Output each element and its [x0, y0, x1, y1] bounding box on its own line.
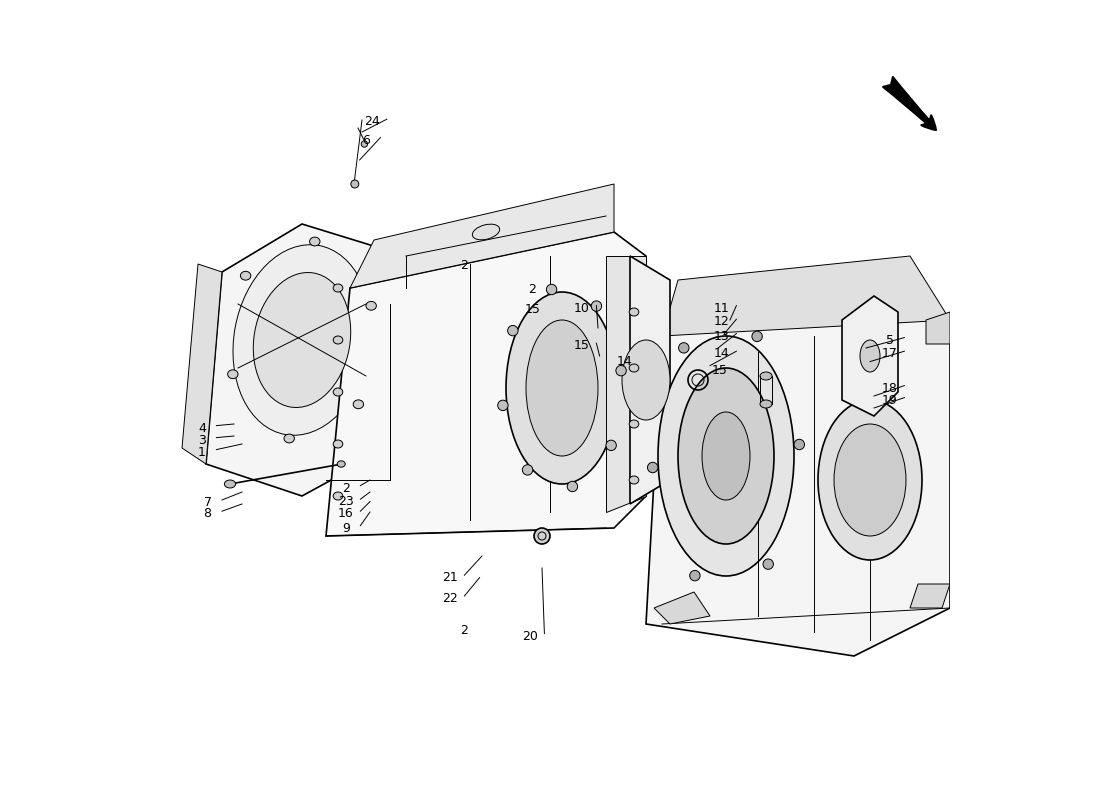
- Ellipse shape: [629, 364, 639, 372]
- Ellipse shape: [752, 331, 762, 342]
- Polygon shape: [350, 184, 614, 288]
- Ellipse shape: [353, 400, 364, 409]
- Text: 1: 1: [198, 446, 206, 458]
- Ellipse shape: [333, 440, 343, 448]
- Ellipse shape: [679, 342, 689, 353]
- Ellipse shape: [648, 462, 658, 473]
- Text: 10: 10: [574, 302, 590, 314]
- Text: 3: 3: [198, 434, 206, 446]
- Text: 8: 8: [204, 507, 211, 520]
- Ellipse shape: [658, 336, 794, 576]
- Text: 2: 2: [460, 624, 467, 637]
- Text: 19: 19: [882, 394, 898, 406]
- Ellipse shape: [333, 284, 343, 292]
- Polygon shape: [606, 256, 646, 512]
- Text: 11: 11: [714, 302, 730, 314]
- Ellipse shape: [606, 440, 616, 450]
- Ellipse shape: [702, 412, 750, 500]
- Ellipse shape: [629, 476, 639, 484]
- Text: 4: 4: [198, 422, 206, 434]
- Ellipse shape: [351, 180, 359, 188]
- Text: 16: 16: [338, 507, 354, 520]
- Ellipse shape: [860, 340, 880, 372]
- Ellipse shape: [228, 370, 238, 378]
- Ellipse shape: [224, 480, 235, 488]
- Ellipse shape: [508, 326, 518, 336]
- Ellipse shape: [366, 302, 376, 310]
- Ellipse shape: [233, 245, 371, 435]
- Text: 14: 14: [616, 355, 632, 368]
- Ellipse shape: [547, 284, 557, 294]
- Text: 15: 15: [525, 303, 540, 316]
- Ellipse shape: [526, 320, 598, 456]
- Text: 14: 14: [714, 347, 730, 360]
- Ellipse shape: [568, 482, 578, 492]
- Ellipse shape: [241, 271, 251, 280]
- Text: 15: 15: [712, 364, 727, 377]
- Text: 2: 2: [342, 482, 350, 494]
- Ellipse shape: [760, 400, 772, 408]
- Text: 15: 15: [574, 339, 590, 352]
- Text: 5: 5: [886, 334, 894, 346]
- Ellipse shape: [621, 340, 670, 420]
- Ellipse shape: [794, 439, 804, 450]
- Ellipse shape: [338, 461, 345, 467]
- Ellipse shape: [629, 420, 639, 428]
- Ellipse shape: [690, 570, 700, 581]
- Ellipse shape: [506, 292, 618, 484]
- Ellipse shape: [253, 273, 351, 407]
- Ellipse shape: [818, 400, 922, 560]
- Text: 20: 20: [522, 630, 538, 642]
- Ellipse shape: [591, 301, 602, 311]
- Polygon shape: [630, 256, 670, 504]
- Text: 23: 23: [338, 495, 354, 508]
- Ellipse shape: [497, 400, 508, 410]
- Text: 9: 9: [342, 522, 350, 534]
- Text: 7: 7: [204, 496, 211, 509]
- Polygon shape: [206, 224, 406, 496]
- Ellipse shape: [616, 366, 626, 376]
- Ellipse shape: [333, 492, 343, 500]
- Polygon shape: [910, 584, 950, 608]
- Polygon shape: [926, 312, 950, 344]
- Ellipse shape: [629, 308, 639, 316]
- Ellipse shape: [472, 224, 499, 240]
- Text: 24: 24: [364, 115, 381, 128]
- Ellipse shape: [763, 559, 773, 570]
- Ellipse shape: [333, 388, 343, 396]
- Polygon shape: [654, 592, 710, 624]
- Text: 21: 21: [442, 571, 458, 584]
- Ellipse shape: [333, 336, 343, 344]
- Text: 2: 2: [460, 259, 467, 272]
- Polygon shape: [646, 280, 950, 656]
- Polygon shape: [662, 256, 950, 336]
- Text: 12: 12: [714, 315, 730, 328]
- Text: 18: 18: [882, 382, 898, 394]
- Text: 17: 17: [882, 347, 898, 360]
- Ellipse shape: [534, 528, 550, 544]
- Text: 22: 22: [442, 592, 458, 605]
- Polygon shape: [842, 296, 898, 416]
- Ellipse shape: [678, 368, 774, 544]
- Text: 13: 13: [714, 330, 730, 342]
- Text: 6: 6: [362, 134, 370, 146]
- Ellipse shape: [760, 372, 772, 380]
- Ellipse shape: [284, 434, 295, 443]
- Ellipse shape: [309, 237, 320, 246]
- Polygon shape: [182, 264, 222, 464]
- Text: 2: 2: [528, 283, 537, 296]
- Polygon shape: [326, 232, 646, 536]
- Ellipse shape: [834, 424, 906, 536]
- Ellipse shape: [522, 465, 532, 475]
- Ellipse shape: [361, 141, 367, 147]
